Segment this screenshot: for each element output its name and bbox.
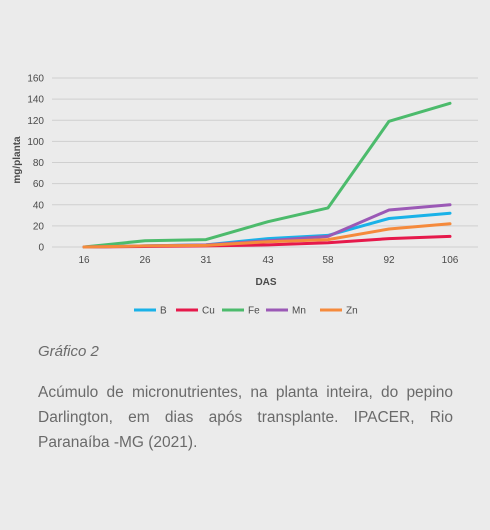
x-tick-label: 58 [322, 255, 334, 266]
legend-label-fe: Fe [248, 306, 260, 317]
x-tick-label: 92 [383, 255, 395, 266]
x-tick-label: 26 [139, 255, 151, 266]
y-axis-ticks: 0 20 40 60 80 100 120 140 160 [27, 74, 44, 254]
chart-series [82, 101, 452, 249]
y-tick-label: 20 [33, 221, 45, 232]
y-tick-label: 60 [33, 179, 45, 190]
series-line-zn [82, 222, 452, 249]
x-tick-label: 43 [262, 255, 274, 266]
legend-label-b: B [160, 306, 167, 317]
x-tick-label: 16 [78, 255, 90, 266]
legend-label-cu: Cu [202, 306, 215, 317]
y-tick-label: 40 [33, 200, 45, 211]
x-tick-label: 31 [200, 255, 212, 266]
y-tick-label: 80 [33, 158, 45, 169]
x-tick-label: 106 [442, 255, 459, 266]
line-chart: 0 20 40 60 80 100 120 140 160 16 26 31 43 58 92 106 DA… [12, 74, 478, 317]
y-tick-label: 120 [27, 116, 44, 127]
chart-grid [52, 77, 478, 248]
y-tick-label: 160 [27, 74, 44, 85]
figure-label: Gráfico 2 [38, 343, 99, 360]
chart-legend: B Cu Fe Mn Zn [134, 306, 358, 317]
series-line-fe [82, 101, 452, 249]
x-axis-title: DAS [255, 277, 276, 288]
legend-label-mn: Mn [292, 306, 306, 317]
y-tick-label: 100 [27, 137, 44, 148]
y-axis-title: mg/planta [12, 136, 23, 184]
legend-label-zn: Zn [346, 306, 358, 317]
y-tick-label: 0 [38, 243, 44, 254]
y-tick-label: 140 [27, 95, 44, 106]
figure-caption: Acúmulo de micronutrientes, na planta in… [38, 384, 453, 451]
x-axis-ticks: 16 26 31 43 58 92 106 [78, 255, 458, 266]
